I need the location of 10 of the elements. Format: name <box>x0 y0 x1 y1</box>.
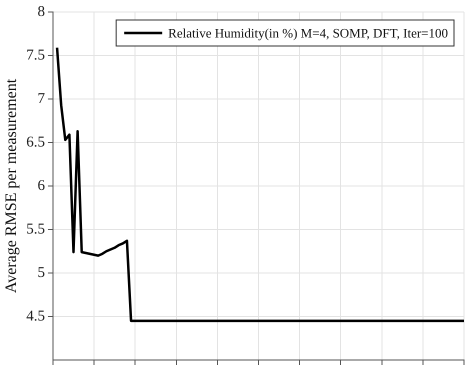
y-axis-title: Average RMSE per measurement <box>2 78 20 294</box>
legend-label: Relative Humidity(in %) M=4, SOMP, DFT, Iter=100 <box>168 25 448 40</box>
y-tick-label: 8 <box>37 4 45 20</box>
y-tick-label: 4.5 <box>26 308 45 324</box>
y-tick-label: 7 <box>37 90 46 107</box>
y-tick-label: 6 <box>37 178 46 194</box>
y-tick-label: 5 <box>37 264 45 281</box>
y-tick-label: 7.5 <box>26 47 45 64</box>
y-tick-label: 5.5 <box>26 221 45 238</box>
y-tick-label: 6.5 <box>26 134 45 150</box>
